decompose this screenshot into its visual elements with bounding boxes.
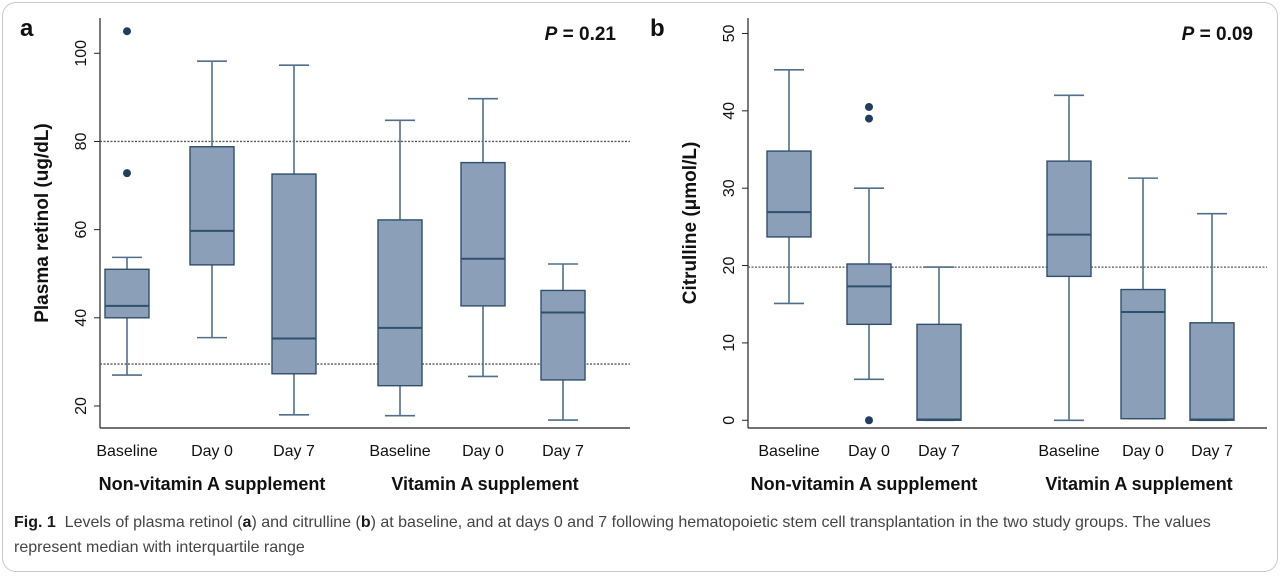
box-a-3 [377,119,423,417]
caption-ref-b: b [360,514,371,531]
y-tick-label-b-1: 10 [721,334,738,352]
x-tick-label-b-4: Day 0 [1122,443,1164,460]
box-a-2 [271,64,317,416]
x-tick-label-a-1: Day 0 [191,443,233,460]
x-tick-label-a-0: Baseline [96,443,157,460]
caption-ref-a: a [242,514,252,531]
x-tick-label-a-5: Day 7 [542,443,584,460]
iqr-box-a-4 [460,161,506,307]
x-tick-label-a-3: Baseline [369,443,430,460]
box-b-3 [1046,94,1092,422]
box-b-4 [1120,177,1166,420]
box-b-0 [766,69,812,305]
caption-fig-label: Fig. 1 [14,514,56,531]
group-label-b-0: Non-vitamin A supplement [751,474,978,494]
outlier-a-0-1 [123,27,131,36]
outlier-a-0-0 [123,169,131,178]
y-tick-label-a-4: 100 [73,40,90,67]
outlier-b-1-2 [865,102,873,111]
outlier-b-1-1 [865,114,873,123]
y-tick-label-b-5: 50 [721,24,738,42]
x-tick-label-a-4: Day 0 [462,443,504,460]
x-tick-label-a-2: Day 7 [273,443,315,460]
outlier-b-1-0 [865,416,873,425]
iqr-box-b-5 [1189,322,1235,421]
group-label-b-1: Vitamin A supplement [1045,474,1232,494]
p-value-b: P = 0.09 [1182,24,1253,45]
panel-label-a: a [20,15,34,42]
y-axis-title-b: Citrulline (μmol/L) [680,142,701,305]
iqr-box-a-1 [189,146,235,266]
y-tick-label-a-2: 60 [73,221,90,239]
box-a-5 [540,263,586,421]
iqr-box-a-0 [104,268,150,319]
chart-panel-a: a 20 40 60 80 100 Plasma retinol (ug/dL) Baseli… [20,15,630,494]
iqr-box-a-3 [377,219,423,387]
box-b-5 [1189,212,1235,422]
box-a-1 [189,60,235,339]
caption-text-1: Levels of plasma retinol ( [64,514,243,531]
group-label-a-1: Vitamin A supplement [391,474,578,494]
iqr-box-b-0 [766,150,812,238]
y-tick-label-a-1: 40 [73,309,90,327]
y-tick-label-a-0: 20 [73,397,90,415]
y-tick-label-b-2: 20 [721,257,738,275]
panel-label-b: b [650,15,665,42]
p-value-symbol-b: P [1182,24,1195,45]
x-tick-label-b-1: Day 0 [848,443,890,460]
x-tick-label-b-5: Day 7 [1191,443,1233,460]
iqr-box-b-1 [846,263,892,326]
x-tick-label-b-0: Baseline [758,443,819,460]
iqr-box-a-2 [271,173,317,375]
figure-caption: Fig. 1 Levels of plasma retinol (a) and … [14,510,1264,560]
group-label-a-0: Non-vitamin A supplement [99,474,326,494]
iqr-box-b-4 [1120,288,1166,420]
box-a-0 [104,27,150,376]
y-tick-label-b-3: 30 [721,179,738,197]
y-tick-label-a-3: 80 [73,132,90,150]
box-a-4 [460,97,506,378]
box-b-2 [916,266,962,422]
y-tick-label-b-0: 0 [721,416,738,425]
iqr-box-a-5 [540,289,586,381]
p-value-number-b: = 0.09 [1194,24,1253,45]
caption-text-2: ) and citrulline ( [251,514,361,531]
y-tick-label-b-4: 40 [721,102,738,120]
p-value-symbol-a: P [545,24,558,45]
box-b-1 [846,102,892,425]
iqr-box-b-2 [916,323,962,421]
iqr-box-b-3 [1046,160,1092,278]
p-value-number-a: = 0.21 [557,24,616,45]
x-tick-label-b-2: Day 7 [918,443,960,460]
x-tick-label-b-3: Baseline [1038,443,1099,460]
y-axis-title-a: Plasma retinol (ug/dL) [32,123,53,323]
caption-text-3: ) at baseline, and at days 0 and 7 follo… [14,514,1211,556]
p-value-a: P = 0.21 [545,24,617,45]
chart-panel-b: b 0 10 20 30 40 50 Citrulline (μmol/L) Baseline D… [650,15,1267,494]
